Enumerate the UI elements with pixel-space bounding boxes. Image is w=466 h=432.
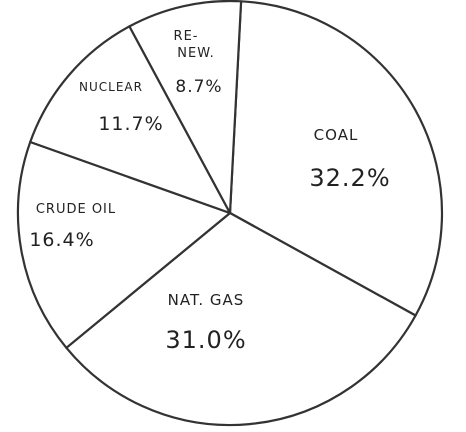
slice-label-nuclear: NUCLEAR [79, 80, 143, 94]
slice-value-crude-oil: 16.4% [29, 229, 94, 251]
pie-slice-re-new [128, 0, 243, 215]
pie-slice-coal [228, 0, 444, 317]
slice-value-nuclear: 11.7% [98, 113, 163, 135]
pie-slice-nat-gas [65, 211, 417, 427]
slice-label-coal: COAL [314, 126, 359, 144]
slice-value-coal: 32.2% [309, 164, 390, 192]
slice-label-re-new: RE-NEW. [174, 29, 215, 61]
pie-slices [16, 0, 444, 427]
pie-slice-nuclear [29, 25, 232, 215]
slice-value-nat-gas: 31.0% [165, 326, 246, 354]
slice-label-crude-oil: CRUDE OIL [36, 202, 116, 217]
pie-labels: COAL 32.2% NAT. GAS 31.0% CRUDE OIL 16.4% NUCL… [29, 29, 390, 354]
slice-label-nat-gas: NAT. GAS [168, 291, 245, 309]
slice-value-re-new: 8.7% [175, 77, 222, 97]
pie-slice-crude-oil [16, 140, 232, 349]
